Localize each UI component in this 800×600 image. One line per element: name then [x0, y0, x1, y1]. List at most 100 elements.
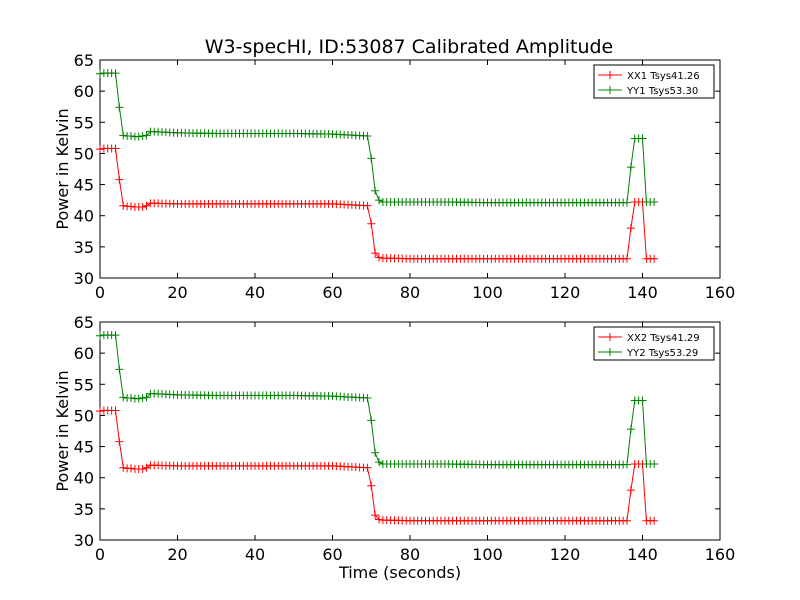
- y-tick-label: 55: [74, 113, 94, 132]
- data-point-marker: [115, 175, 124, 184]
- data-point-marker: [142, 393, 151, 402]
- x-tick-label: 40: [245, 545, 265, 564]
- data-point-marker: [650, 460, 659, 469]
- data-point-marker: [623, 254, 631, 263]
- x-tick-label: 20: [167, 283, 187, 302]
- plots-container: 0 20 40 60 80 100 120 140 160 30 35 40 45 50 55 60 65 Pow…: [53, 51, 735, 582]
- data-point-marker: [367, 154, 376, 163]
- data-point-marker: [138, 393, 147, 402]
- data-point-marker: [371, 186, 380, 195]
- x-tick-label: 160: [705, 283, 736, 302]
- x-tick-label: 40: [245, 283, 265, 302]
- legend: XX2 Tsys41.29 YY2 Tsys53.29: [593, 326, 715, 361]
- y-tick-label: 35: [74, 500, 94, 519]
- x-tick-label: 60: [322, 283, 342, 302]
- legend-box: [593, 326, 715, 361]
- legend-label-1: XX2 Tsys41.29: [627, 333, 700, 344]
- data-point-marker: [363, 393, 372, 402]
- data-point-marker: [375, 253, 383, 262]
- x-tick-label: 140: [627, 283, 658, 302]
- data-point-marker: [115, 103, 124, 112]
- data-point-marker: [115, 365, 124, 374]
- data-point-marker: [111, 331, 120, 340]
- data-point-marker: [626, 163, 635, 172]
- y-tick-label: 60: [74, 82, 94, 101]
- x-tick-label: 0: [95, 283, 105, 302]
- legend-label-2: YY1 Tsys53.30: [626, 86, 698, 97]
- x-tick-label: 120: [550, 545, 581, 564]
- x-tick-label: 120: [550, 283, 581, 302]
- chart-panel-1: 0 20 40 60 80 100 120 140 160 30 35 40 45 50 55 60 65 Pow…: [53, 51, 735, 302]
- data-point-marker: [626, 224, 635, 233]
- data-point-marker: [375, 196, 383, 205]
- data-point-marker: [119, 131, 128, 140]
- chart-panel-2: 0 20 40 60 80 100 120 140 160 30 35 40 45 50 55 60 65 Pow…: [53, 313, 735, 582]
- y-axis-label: Power in Kelvin: [53, 108, 72, 229]
- chart-title: W3-specHI, ID:53087 Calibrated Amplitude: [205, 36, 614, 58]
- data-point-marker: [119, 463, 128, 472]
- data-point-marker: [650, 516, 659, 525]
- data-point-marker: [363, 463, 372, 472]
- data-point-marker: [115, 437, 124, 446]
- y-tick-label: 30: [74, 269, 94, 288]
- data-point-marker: [371, 448, 380, 457]
- y-tick-label: 40: [74, 207, 94, 226]
- data-point-marker: [96, 331, 104, 340]
- data-point-marker: [127, 131, 135, 140]
- data-point-marker: [138, 202, 147, 211]
- data-point-marker: [626, 486, 635, 495]
- x-tick-label: 0: [95, 545, 105, 564]
- data-point-marker: [111, 406, 120, 415]
- legend-marker-1: [606, 333, 614, 341]
- x-tick-label: 80: [400, 545, 420, 564]
- data-point-marker: [650, 254, 659, 263]
- x-tick-label: 100: [472, 283, 503, 302]
- legend: XX1 Tsys41.26 YY1 Tsys53.30: [593, 64, 715, 99]
- data-point-marker: [363, 131, 372, 140]
- y-tick-label: 50: [74, 406, 94, 425]
- y-tick-label: 45: [74, 176, 94, 195]
- x-tick-label: 160: [705, 545, 736, 564]
- data-point-marker: [650, 198, 659, 207]
- data-point-marker: [119, 393, 128, 402]
- x-tick-label: 60: [322, 545, 342, 564]
- data-point-marker: [623, 198, 631, 207]
- x-tick-label: 20: [167, 545, 187, 564]
- data-point-marker: [111, 144, 120, 153]
- data-point-marker: [127, 393, 135, 402]
- data-point-marker: [96, 69, 104, 78]
- legend-box: [593, 64, 715, 99]
- data-point-marker: [638, 134, 647, 143]
- data-point-marker: [638, 396, 647, 405]
- y-axis-label: Power in Kelvin: [53, 370, 72, 491]
- data-point-marker: [142, 131, 151, 140]
- data-point-marker: [623, 516, 631, 525]
- data-point-marker: [138, 131, 147, 140]
- legend-label-2: YY2 Tsys53.29: [626, 348, 698, 359]
- data-point-marker: [96, 145, 104, 154]
- data-point-marker: [367, 481, 376, 490]
- data-point-marker: [111, 69, 120, 78]
- y-tick-label: 35: [74, 238, 94, 257]
- data-point-marker: [134, 394, 143, 403]
- y-tick-label: 50: [74, 144, 94, 163]
- data-point-marker: [127, 202, 135, 211]
- y-tick-label: 60: [74, 344, 94, 363]
- x-tick-label: 80: [400, 283, 420, 302]
- data-point-marker: [96, 407, 104, 416]
- data-point-marker: [363, 201, 372, 210]
- legend-marker-2: [606, 348, 614, 356]
- data-point-marker: [367, 219, 376, 228]
- y-tick-label: 45: [74, 438, 94, 457]
- data-point-marker: [127, 464, 135, 473]
- x-tick-label: 140: [627, 545, 658, 564]
- data-point-marker: [134, 132, 143, 141]
- data-point-marker: [371, 249, 380, 258]
- data-point-marker: [375, 515, 383, 524]
- legend-marker-1: [606, 71, 614, 79]
- y-tick-label: 65: [74, 313, 94, 332]
- data-point-marker: [626, 425, 635, 434]
- x-tick-label: 100: [472, 545, 503, 564]
